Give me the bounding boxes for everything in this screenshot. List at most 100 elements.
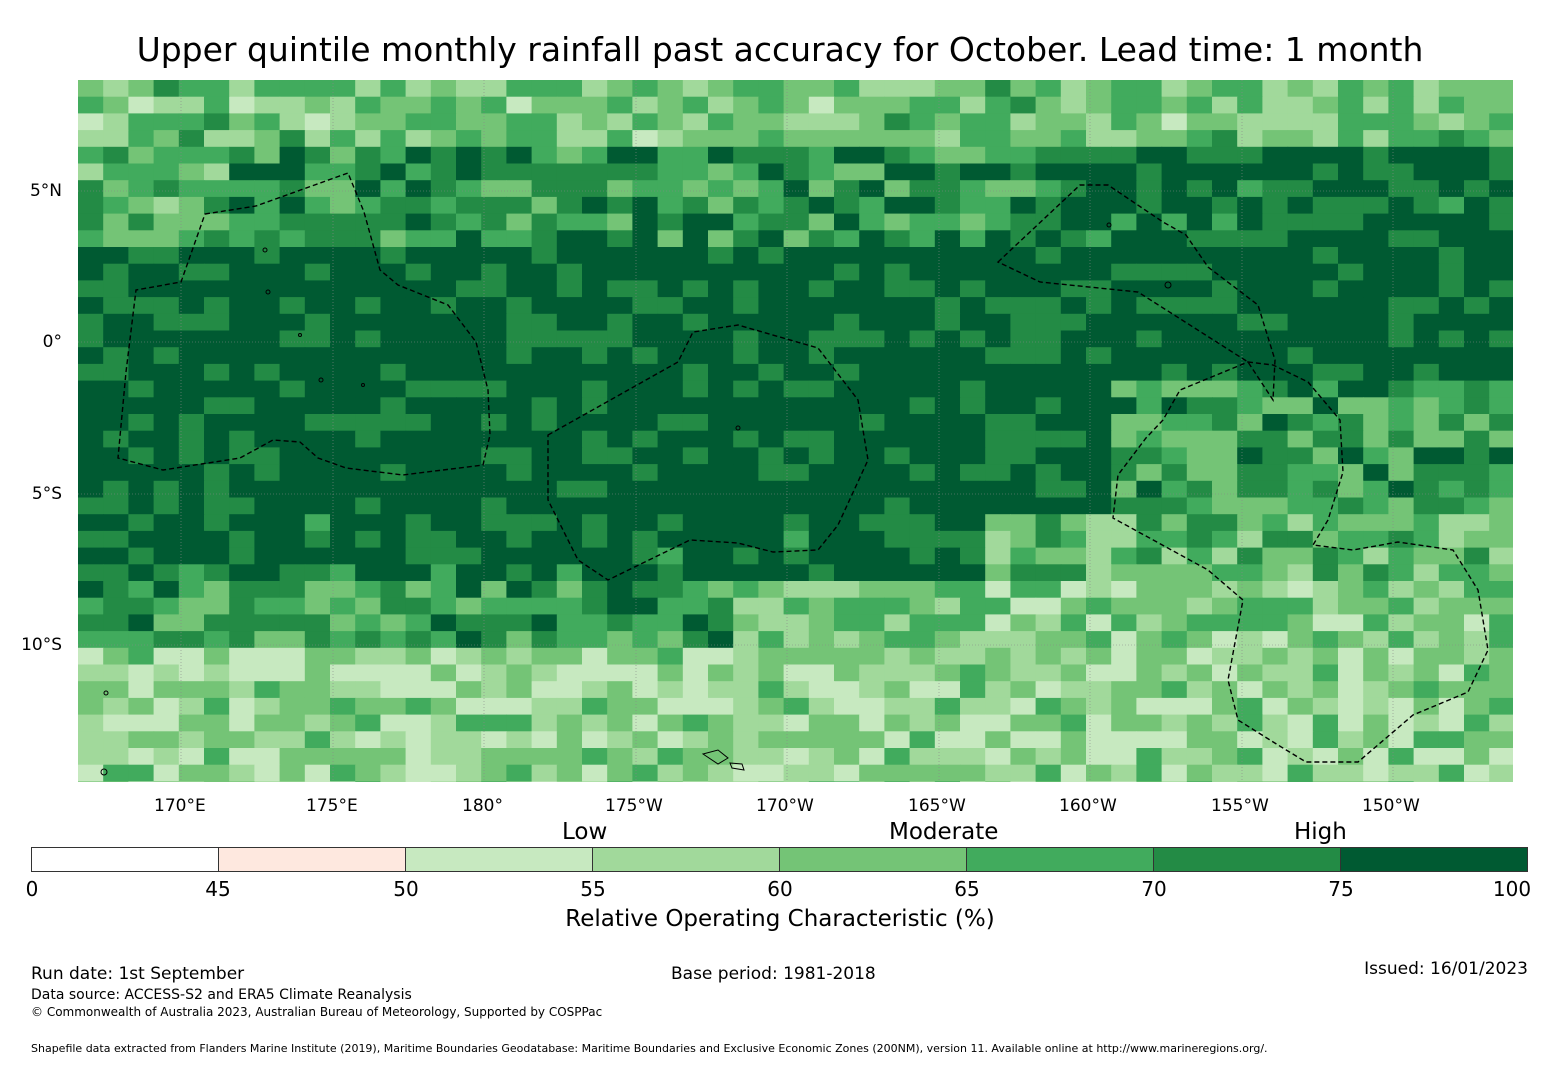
- grid-cell: [1388, 647, 1415, 666]
- grid-cell: [607, 180, 633, 198]
- lat-label-10s: 10°S: [21, 635, 62, 655]
- grid-cell: [1161, 647, 1188, 666]
- grid-cell: [733, 597, 759, 615]
- grid-cell: [783, 514, 810, 532]
- grid-cell: [103, 614, 129, 632]
- grid-cell: [1161, 347, 1188, 365]
- grid-cell: [103, 196, 129, 215]
- grid-cell: [178, 80, 205, 98]
- grid-cell: [708, 547, 734, 565]
- grid-cell: [834, 781, 860, 782]
- grid-cell: [1464, 581, 1490, 599]
- grid-cell: [1262, 263, 1289, 281]
- grid-cell: [834, 464, 860, 482]
- grid-cell: [254, 731, 281, 749]
- grid-cell: [708, 530, 734, 549]
- grid-cell: [1060, 664, 1087, 682]
- grid-cell: [1186, 631, 1213, 649]
- grid-cell: [834, 764, 860, 782]
- grid-cell: [1464, 714, 1490, 732]
- grid-cell: [229, 96, 255, 114]
- grid-cell: [1111, 280, 1137, 298]
- grid-cell: [733, 414, 759, 432]
- grid-cell: [254, 363, 281, 382]
- grid-cell: [254, 430, 281, 448]
- grid-cell: [1186, 681, 1213, 699]
- grid-cell: [1237, 280, 1263, 298]
- grid-cell: [103, 247, 129, 265]
- grid-cell: [78, 764, 104, 782]
- grid-cell: [1363, 397, 1389, 415]
- grid-cell: [1161, 681, 1188, 699]
- grid-cell: [985, 631, 1011, 649]
- grid-cell: [1060, 414, 1087, 432]
- grid-cell: [254, 330, 281, 348]
- grid-cell: [481, 681, 507, 699]
- grid-cell: [1212, 163, 1238, 181]
- grid-cell: [1489, 597, 1513, 615]
- grid-cell: [103, 647, 129, 666]
- grid-cell: [1186, 347, 1213, 365]
- grid-cell: [1287, 664, 1314, 682]
- grid-cell: [682, 581, 709, 599]
- grid-cell: [430, 280, 457, 298]
- grid-cell: [1237, 414, 1263, 432]
- grid-cell: [1237, 764, 1263, 782]
- grid-cell: [304, 714, 331, 732]
- grid-cell: [682, 414, 709, 432]
- grid-cell: [78, 514, 104, 532]
- grid-cell: [1010, 96, 1037, 114]
- grid-cell: [1312, 564, 1339, 582]
- grid-cell: [884, 748, 911, 766]
- grid-cell: [758, 464, 785, 482]
- grid-cell: [1161, 714, 1188, 732]
- grid-cell: [1262, 297, 1289, 315]
- grid-cell: [254, 280, 281, 298]
- grid-cell: [1086, 363, 1112, 382]
- grid-cell: [1312, 781, 1339, 782]
- grid-cell: [1262, 280, 1289, 298]
- grid-cell: [1388, 146, 1415, 165]
- grid-cell: [229, 297, 255, 315]
- grid-cell: [1312, 664, 1339, 682]
- grid-cell: [985, 230, 1011, 248]
- grid-cell: [1161, 530, 1188, 549]
- grid-cell: [380, 263, 407, 281]
- grid-cell: [279, 614, 306, 632]
- grid-cell: [859, 297, 885, 315]
- grid-cell: [1060, 547, 1087, 565]
- grid-cell: [481, 464, 507, 482]
- grid-cell: [531, 714, 558, 732]
- grid-cell: [1464, 263, 1490, 281]
- grid-cell: [859, 597, 885, 615]
- grid-cell: [506, 631, 533, 649]
- grid-cell: [128, 748, 155, 766]
- grid-cell: [506, 397, 533, 415]
- grid-cell: [808, 614, 835, 632]
- grid-cell: [531, 681, 558, 699]
- grid-cell: [1086, 80, 1112, 98]
- grid-cell: [456, 464, 482, 482]
- grid-cell: [884, 664, 911, 682]
- grid-cell: [682, 664, 709, 682]
- grid-cell: [1438, 714, 1465, 732]
- grid-cell: [1086, 581, 1112, 599]
- grid-cell: [808, 180, 835, 198]
- grid-cell: [456, 96, 482, 114]
- grid-cell: [153, 113, 180, 131]
- grid-cell: [834, 263, 860, 281]
- grid-cell: [834, 681, 860, 699]
- grid-cell: [330, 163, 356, 181]
- grid-cell: [1237, 146, 1263, 165]
- grid-cell: [1035, 130, 1062, 148]
- lon-label-175e: 175°E: [306, 796, 358, 816]
- grid-cell: [1312, 113, 1339, 131]
- grid-cell: [1312, 597, 1339, 615]
- grid-cell: [834, 430, 860, 448]
- grid-cell: [153, 330, 180, 348]
- grid-cell: [103, 430, 129, 448]
- grid-cell: [531, 664, 558, 682]
- grid-cell: [1388, 497, 1415, 515]
- grid-cell: [1312, 547, 1339, 565]
- grid-cell: [1363, 564, 1389, 582]
